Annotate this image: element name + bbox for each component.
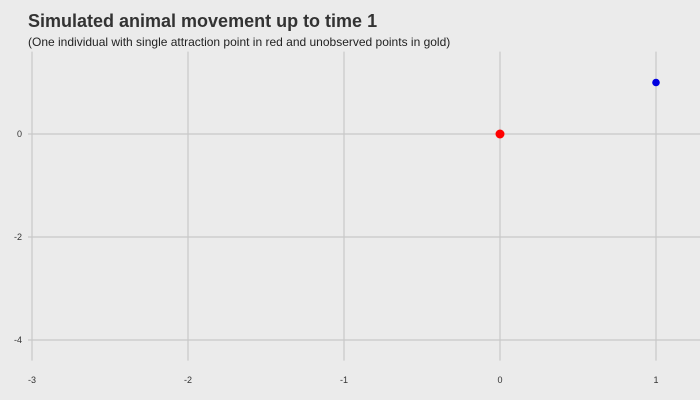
attraction-point [495, 129, 505, 139]
chart-title: Simulated animal movement up to time 1 [28, 11, 378, 31]
grid-layer [28, 51, 700, 361]
animal-position-point [652, 78, 660, 87]
chart-subtitle: (One individual with single attraction p… [28, 35, 451, 49]
y-tick-label: -2 [14, 232, 22, 242]
x-tick-label: -1 [340, 375, 348, 385]
y-tick-label: 0 [17, 129, 22, 139]
x-tick-label: 1 [653, 375, 658, 385]
data-point-layer [495, 78, 660, 139]
tick-label-layer: -3 -2 -1 0 1 0 -2 -4 [14, 129, 659, 385]
x-tick-label: 0 [497, 375, 502, 385]
x-tick-label: -3 [28, 375, 36, 385]
y-tick-label: -4 [14, 335, 22, 345]
x-tick-label: -2 [184, 375, 192, 385]
